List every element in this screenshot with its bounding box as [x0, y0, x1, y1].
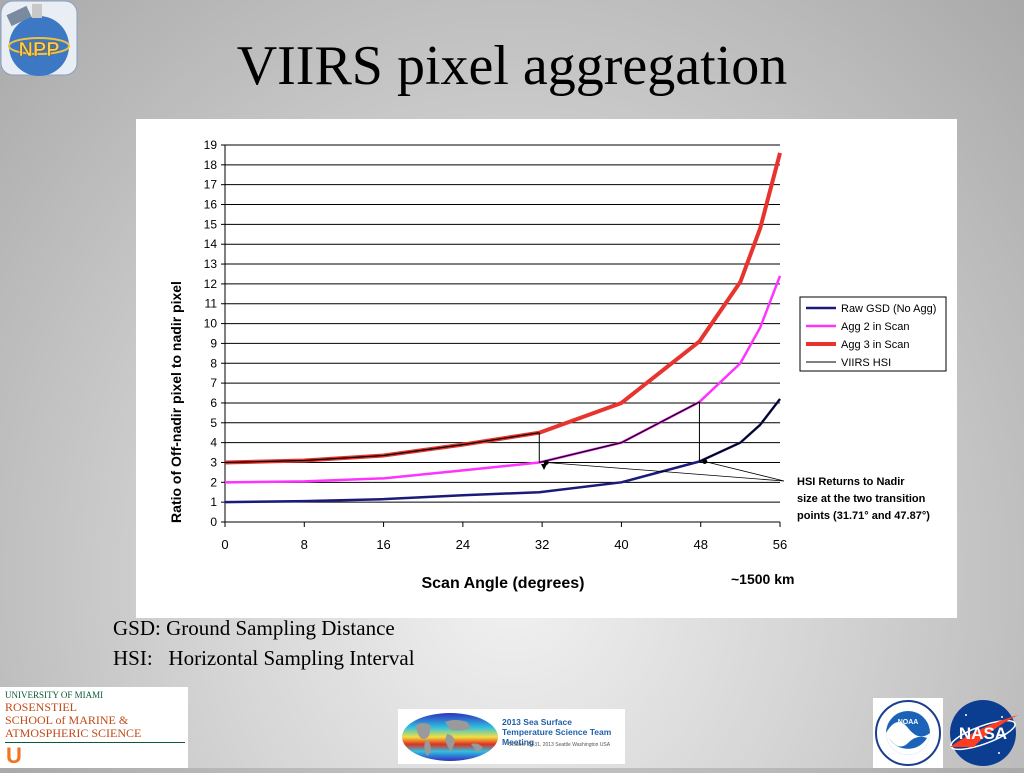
annotation-1500km: ~1500 km — [731, 571, 794, 587]
y-tick-label: 1 — [210, 495, 217, 509]
legend-label: VIIRS HSI — [841, 357, 891, 369]
x-tick-label: 8 — [301, 537, 308, 552]
um-logo-line: SCHOOL of MARINE & — [5, 713, 129, 727]
y-tick-label: 19 — [204, 138, 218, 152]
y-tick-label: 6 — [210, 396, 217, 410]
noaa-logo: NOAA — [873, 698, 943, 768]
um-u-mark: U — [6, 743, 22, 768]
caption-gsd: GSD: Ground Sampling Distance — [113, 616, 395, 640]
y-tick-label: 9 — [210, 336, 217, 350]
y-tick-label: 11 — [205, 297, 218, 311]
annotation-arrow-tip — [702, 458, 708, 464]
y-tick-label: 18 — [204, 158, 218, 172]
y-tick-label: 15 — [204, 217, 218, 231]
annotation-hsi-returns: HSI Returns to Nadir size at the two tran… — [797, 476, 930, 522]
y-tick-label: 10 — [204, 317, 218, 331]
series-line-raw-gsd-no-agg — [224, 398, 781, 504]
series-line-agg-2-in-scan — [224, 275, 782, 484]
sst-meeting-details: October 29-31, 2013 Seattle Washington U… — [508, 742, 611, 748]
y-tick-label: 7 — [210, 376, 217, 390]
y-tick-label: 2 — [210, 475, 217, 489]
sst-meeting-logo: 2013 Sea Surface Temperature Science Tea… — [398, 709, 625, 764]
x-tick-label: 56 — [773, 537, 787, 552]
x-tick-label: 16 — [376, 537, 390, 552]
x-axis-label: Scan Angle (degrees) — [421, 575, 584, 592]
um-logo-line: ATMOSPHERIC SCIENCE — [5, 726, 142, 740]
sst-world-map-image — [402, 713, 498, 761]
legend-label: Raw GSD (No Agg) — [841, 303, 936, 315]
series-line-viirs-hsi — [539, 401, 700, 464]
y-tick-label: 8 — [210, 356, 217, 370]
y-tick-label: 16 — [204, 198, 218, 212]
x-tick-label: 32 — [535, 537, 549, 552]
x-tick-label: 48 — [693, 537, 707, 552]
y-tick-label: 0 — [210, 515, 217, 529]
annotation-arrowhead — [541, 464, 547, 470]
caption-hsi: HSI: Horizontal Sampling Interval — [113, 646, 415, 670]
svg-text:NASA: NASA — [959, 724, 1007, 743]
university-of-miami-logo: UNIVERSITY OF MIAMI ROSENSTIEL SCHOOL of… — [0, 687, 188, 768]
y-tick-label: 5 — [210, 416, 217, 430]
series-line-agg-3-in-scan — [224, 152, 782, 465]
um-logo-line: UNIVERSITY OF MIAMI — [5, 690, 104, 700]
chart-panel: 0 1 2 3 4 5 6 7 8 9 10 11 12 13 14 15 16 17 18 19 0 8 16 24 32 40… — [136, 119, 957, 618]
nasa-logo: NASA — [944, 697, 1022, 768]
y-tick-label: 12 — [204, 277, 218, 291]
y-tick-label: 4 — [210, 436, 217, 450]
legend-label: Agg 2 in Scan — [841, 321, 910, 333]
legend-label: Agg 3 in Scan — [841, 339, 910, 351]
slide-title: VIIRS pixel aggregation — [236, 35, 788, 97]
svg-text:NPP: NPP — [18, 39, 59, 61]
x-tick-label: 0 — [221, 537, 228, 552]
annotation-arrow — [546, 462, 785, 482]
y-tick-label: 3 — [210, 455, 217, 469]
sst-meeting-title: 2013 Sea Surface Temperature Science Tea… — [502, 717, 612, 747]
um-logo-line: ROSENSTIEL — [5, 700, 77, 714]
chart-legend: Raw GSD (No Agg) Agg 2 in Scan Agg 3 in Sc… — [799, 296, 947, 372]
annotation-arrow — [704, 461, 785, 482]
series-line-viirs-hsi — [224, 432, 540, 464]
annotation-arrow-tip — [543, 459, 549, 465]
um-logo-rule — [5, 742, 185, 743]
npp-logo: NPP — [0, 0, 78, 76]
y-tick-label: 13 — [204, 257, 218, 271]
series-line-viirs-hsi — [699, 398, 781, 463]
y-tick-label: 14 — [204, 237, 218, 251]
x-tick-label: 24 — [456, 537, 470, 552]
y-tick-label: 17 — [204, 178, 218, 192]
x-tick-label: 40 — [614, 537, 628, 552]
y-axis-label: Ratio of Off-nadir pixel to nadir pixel — [168, 281, 184, 523]
svg-text:NOAA: NOAA — [898, 719, 919, 726]
